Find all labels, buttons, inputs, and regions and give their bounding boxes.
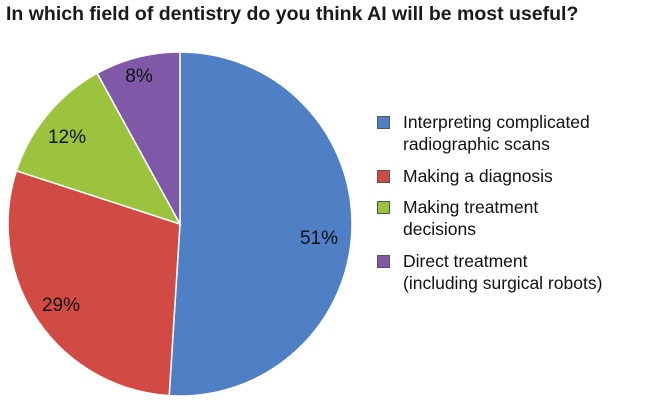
legend-item: Interpreting complicated radiographic sca…	[377, 111, 645, 155]
pie-slice-label: 51%	[300, 228, 338, 249]
legend-item: Making a diagnosis	[377, 165, 645, 187]
pie-slice-label: 12%	[48, 127, 86, 148]
legend: Interpreting complicated radiographic sca…	[377, 111, 645, 304]
legend-label: Making treatment	[403, 197, 539, 217]
legend-swatch	[377, 116, 390, 129]
pie-slice-label: 29%	[42, 295, 80, 316]
legend-swatch	[377, 170, 390, 183]
legend-label: Direct treatment	[403, 251, 528, 271]
pie-slice-label: 8%	[125, 66, 153, 87]
legend-item: Making treatment decisions	[377, 196, 645, 240]
legend-label: Interpreting complicated	[403, 112, 590, 132]
legend-swatch	[377, 201, 390, 214]
pie-slice	[96, 51, 181, 225]
pie-slice	[15, 72, 182, 226]
pie-slice	[7, 169, 181, 397]
legend-swatch	[377, 255, 390, 268]
legend-label: Making a diagnosis	[403, 166, 553, 186]
legend-label: (including surgical robots)	[403, 273, 603, 293]
chart-title: In which field of dentistry do you think…	[6, 3, 579, 25]
pie-slice	[168, 51, 353, 397]
legend-label: radiographic scans	[403, 134, 550, 154]
legend-label: decisions	[403, 219, 476, 239]
legend-item: Direct treatment (including surgical robo…	[377, 250, 645, 294]
